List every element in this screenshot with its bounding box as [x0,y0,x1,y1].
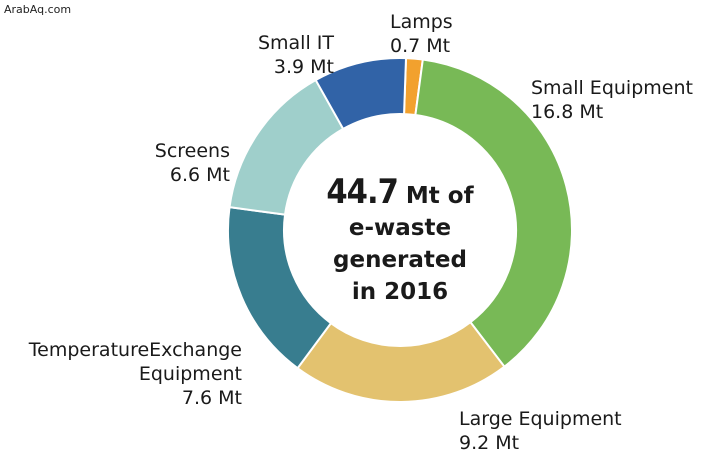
slice-small-equipment [414,58,573,369]
total-number: 44.7 [326,172,398,212]
label-small-equipment: Small Equipment 16.8 Mt [531,76,693,124]
donut-hole [285,115,515,345]
label-lamps: Lamps 0.7 Mt [390,10,453,58]
center-unit: Mt of [397,183,474,209]
label-large-equipment-value: 9.2 Mt [459,432,520,454]
center-line-1: 44.7 Mt of [300,175,500,212]
label-temperature-exchange-line2: Equipment [138,363,242,385]
label-small-it-name: Small IT [257,32,334,54]
label-small-it: Small IT 3.9 Mt [258,31,334,79]
label-large-equipment-name: Large Equipment [459,408,622,430]
label-lamps-name: Lamps [390,11,453,33]
label-screens-name: Screens [154,140,230,162]
label-temperature-exchange-line1: TemperatureExchange [28,339,242,361]
label-screens-value: 6.6 Mt [169,164,230,186]
center-line-3: generated [333,247,467,273]
center-line-2: e-waste [348,215,452,241]
label-screens: Screens 6.6 Mt [155,139,230,187]
center-caption: 44.7 Mt of e-waste generated in 2016 [300,175,500,308]
label-small-it-value: 3.9 Mt [273,56,334,78]
label-temperature-exchange-value: 7.6 Mt [181,387,242,409]
slice-small-it [314,57,408,131]
label-lamps-value: 0.7 Mt [390,35,451,57]
label-large-equipment: Large Equipment 9.2 Mt [459,407,622,455]
label-temperature-exchange: TemperatureExchange Equipment 7.6 Mt [29,338,242,410]
label-small-equipment-value: 16.8 Mt [531,101,604,123]
center-line-4: in 2016 [351,279,449,305]
watermark: ArabAq.com [4,3,72,16]
label-small-equipment-name: Small Equipment [531,77,693,99]
